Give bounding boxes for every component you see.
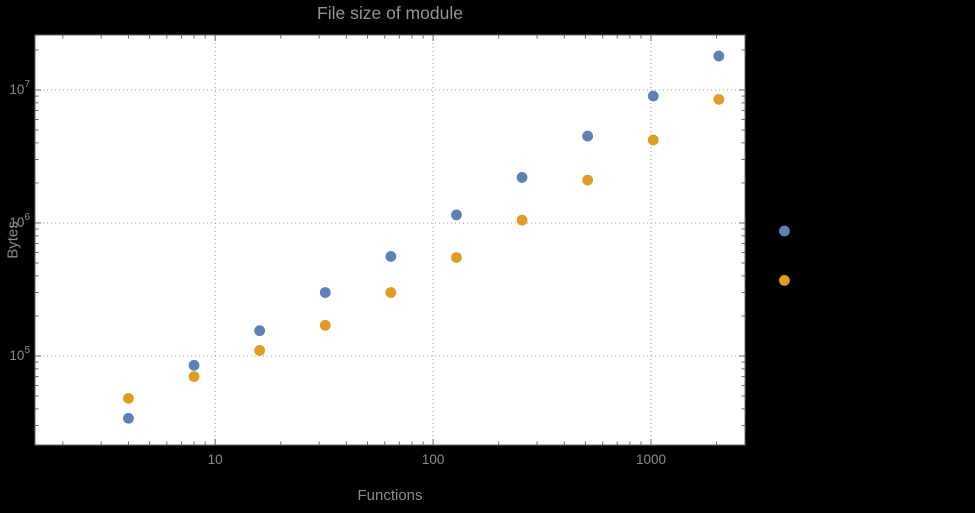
plot-area: [35, 35, 745, 445]
data-point-series-2-orange: [385, 287, 397, 298]
y-tick-label: 107: [9, 79, 30, 97]
data-point-series-1-blue: [123, 412, 134, 424]
data-point-series-2-orange: [123, 392, 134, 404]
data-point-series-1-blue: [188, 359, 200, 371]
data-point-series-1-blue: [319, 287, 331, 298]
data-point-series-2-orange: [582, 174, 594, 186]
data-point-series-1-blue: [713, 50, 725, 62]
data-point-series-2-orange: [451, 252, 462, 263]
plot-frame: [34, 34, 746, 446]
y-tick-label: 106: [9, 212, 30, 230]
data-point-series-2-orange: [516, 214, 528, 226]
data-point-series-1-blue: [254, 325, 266, 337]
x-tick-label: 100: [422, 452, 445, 467]
data-point-series-1-blue: [451, 209, 462, 221]
x-tick-label: 1000: [636, 452, 666, 467]
data-point-series-2-orange: [713, 93, 725, 105]
data-point-series-1-blue: [582, 130, 594, 142]
y-axis-label: Bytes: [4, 221, 22, 259]
x-axis-label: Functions: [357, 487, 423, 504]
x-tick-label: 10: [208, 452, 223, 467]
data-point-series-1-blue: [516, 172, 528, 183]
data-point-series-1-blue: [385, 251, 397, 262]
data-point-series-2-orange: [254, 345, 266, 356]
y-tick-label: 105: [9, 345, 30, 363]
data-point-series-2-orange: [188, 371, 200, 382]
data-point-series-2-orange: [779, 274, 790, 286]
chart-title: File size of module: [317, 3, 463, 23]
data-point-series-2-orange: [319, 319, 331, 331]
data-point-series-1-blue: [779, 225, 790, 237]
data-point-series-1-blue: [647, 90, 659, 102]
data-point-series-2-orange: [647, 134, 659, 146]
